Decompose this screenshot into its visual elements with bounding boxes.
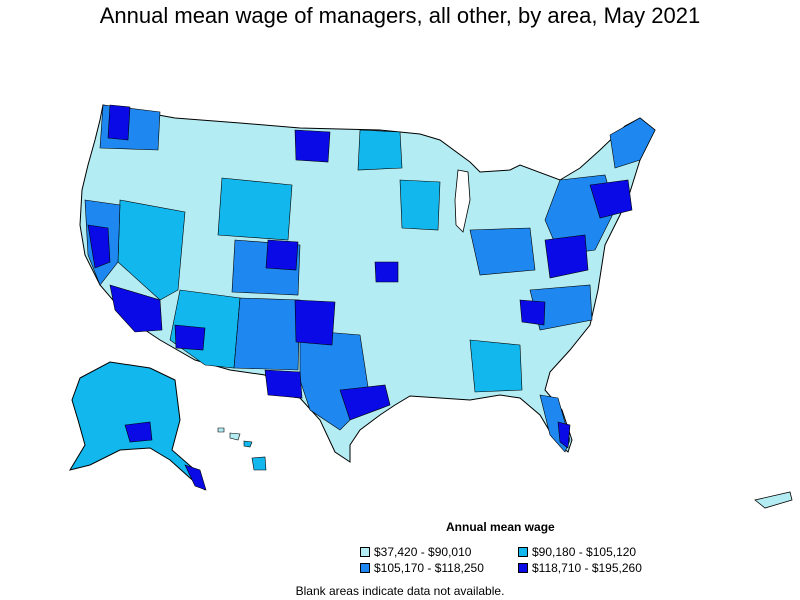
legend-label-3: $105,170 - $118,250	[374, 561, 484, 575]
legend-label-1: $37,420 - $90,010	[374, 545, 472, 559]
puerto-rico	[754, 491, 793, 509]
legend-label-2: $90,180 - $105,120	[532, 545, 637, 559]
legend-item-2: $90,180 - $105,120	[518, 545, 636, 559]
region-boston-ny	[589, 179, 633, 219]
region-nd-east	[357, 129, 403, 171]
map-title: Annual mean wage of managers, all other,…	[99, 3, 701, 28]
region-bay-area	[87, 224, 111, 269]
region-maine	[609, 117, 656, 169]
lake-michigan	[454, 169, 471, 233]
region-new-mexico	[233, 297, 301, 371]
region-kansas-city	[374, 261, 399, 283]
region-wisconsin-minn	[399, 179, 441, 231]
region-phoenix	[174, 324, 206, 351]
alaska-southeast	[184, 464, 207, 491]
legend-title: Annual mean wage	[446, 520, 555, 534]
region-west-texas	[294, 299, 336, 346]
region-atlanta	[519, 299, 546, 326]
legend-swatch-1	[360, 547, 370, 557]
region-houston	[339, 384, 391, 421]
region-seattle	[107, 104, 131, 141]
region-wyoming	[217, 177, 293, 241]
legend-swatch-3	[360, 563, 370, 573]
region-ohio-valley	[469, 227, 536, 276]
region-socal	[109, 284, 163, 333]
footnote: Blank areas indicate data not available.	[295, 584, 505, 598]
region-nd-west	[294, 129, 331, 163]
region-miami	[557, 421, 571, 449]
region-dc-area	[544, 234, 589, 279]
region-el-paso	[264, 369, 303, 399]
legend-swatch-4	[518, 563, 528, 573]
legend-item-4: $118,710 - $195,260	[518, 561, 642, 575]
region-alabama-miss	[469, 339, 523, 393]
alaska-anchorage	[124, 421, 153, 443]
hawaii	[217, 427, 267, 471]
region-denver	[265, 239, 299, 271]
legend-item-1: $37,420 - $90,010	[360, 545, 471, 559]
legend-swatch-2	[518, 547, 528, 557]
legend-label-4: $118,710 - $195,260	[532, 561, 642, 575]
legend-item-3: $105,170 - $118,250	[360, 561, 484, 575]
